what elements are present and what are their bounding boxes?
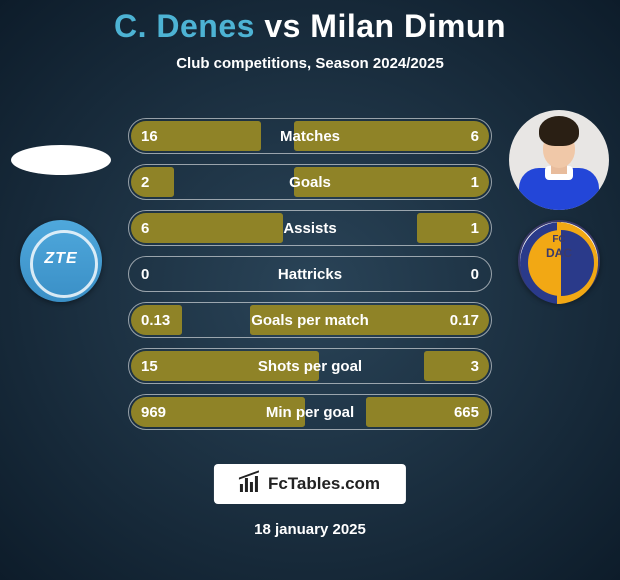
player1-avatar-placeholder [11, 145, 111, 175]
stat-label: Min per goal [129, 404, 491, 421]
site-badge[interactable]: FcTables.com [214, 464, 406, 504]
player2-club-badge: FC DAC [514, 220, 604, 310]
subtitle: Club competitions, Season 2024/2025 [0, 55, 620, 72]
stat-label: Goals [129, 174, 491, 191]
stat-label: Goals per match [129, 312, 491, 329]
stat-row: 0.130.17Goals per match [128, 302, 492, 338]
left-column: ZTE [6, 110, 116, 310]
stat-row: 00Hattricks [128, 256, 492, 292]
zte-badge-label: ZTE [20, 250, 102, 268]
dac-badge-label-main: DAC [520, 246, 598, 260]
stat-row: 969665Min per goal [128, 394, 492, 430]
stat-row: 61Assists [128, 210, 492, 246]
stat-row: 21Goals [128, 164, 492, 200]
stat-label: Assists [129, 220, 491, 237]
comparison-title: C. Denes vs Milan Dimun [0, 8, 620, 45]
chart-icon [240, 476, 260, 492]
vs-text: vs [264, 8, 301, 44]
player1-name: C. Denes [114, 8, 255, 44]
stats-list: 166Matches 21Goals 61Assists 00Hattricks 0.1… [128, 118, 492, 440]
stat-label: Hattricks [129, 266, 491, 283]
site-name: FcTables.com [268, 474, 380, 494]
dac-badge-icon: FC DAC [518, 220, 600, 302]
player2-name: Milan Dimun [310, 8, 506, 44]
zte-badge-icon: ZTE [20, 220, 102, 302]
stat-label: Shots per goal [129, 358, 491, 375]
stat-label: Matches [129, 128, 491, 145]
player2-avatar [509, 110, 609, 210]
dac-badge-label-top: FC [520, 234, 598, 245]
player1-club-badge: ZTE [16, 220, 106, 310]
stat-row: 153Shots per goal [128, 348, 492, 384]
stat-row: 166Matches [128, 118, 492, 154]
date-text: 18 january 2025 [0, 521, 620, 538]
player1-avatar [6, 110, 116, 210]
right-column: FC DAC [504, 110, 614, 310]
